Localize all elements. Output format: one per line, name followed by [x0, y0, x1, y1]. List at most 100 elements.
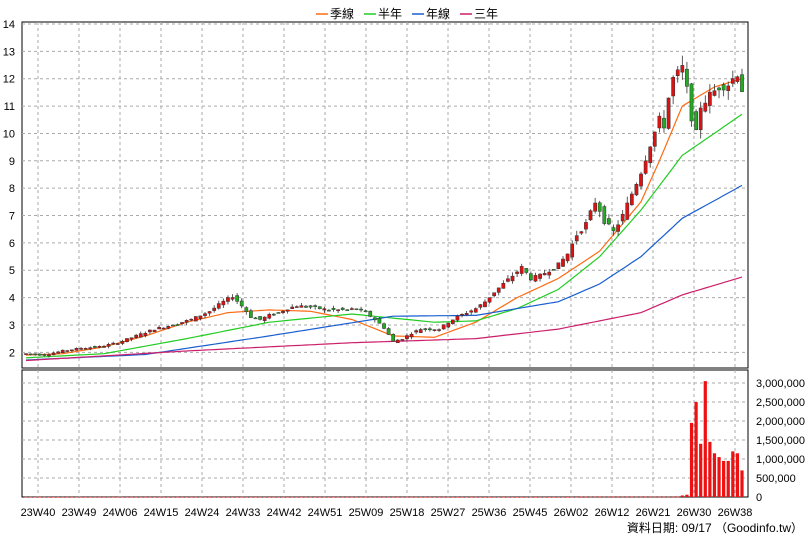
- volume-bar: [299, 496, 303, 498]
- volume-bar: [28, 496, 33, 498]
- volume-bar: [97, 496, 102, 498]
- volume-bar: [162, 496, 166, 498]
- candle-body: [281, 311, 285, 313]
- candle-body: [460, 314, 464, 316]
- candle-body: [662, 117, 666, 129]
- candle-body: [675, 69, 680, 76]
- x-tick-label: 25W36: [472, 507, 507, 519]
- volume-bar: [134, 496, 138, 498]
- candle-body: [400, 339, 405, 341]
- volume-bar: [24, 496, 28, 498]
- candle-body: [524, 268, 529, 273]
- volume-bar: [621, 496, 625, 498]
- candle-body: [28, 353, 33, 356]
- volume-bar: [42, 496, 46, 498]
- candle-body: [111, 342, 116, 345]
- volume-bar: [267, 496, 271, 498]
- volume-bar: [79, 496, 83, 498]
- volume-bar: [148, 496, 152, 498]
- candle-body: [148, 329, 152, 333]
- candle-body: [372, 317, 377, 321]
- candle-body: [249, 310, 253, 318]
- candle-body: [689, 83, 694, 122]
- candle-body: [308, 305, 313, 308]
- candle-body: [712, 90, 717, 96]
- candle-body: [102, 346, 106, 348]
- volume-bar: [65, 496, 69, 498]
- volume-bar: [368, 496, 372, 498]
- candle-body: [602, 206, 607, 224]
- volume-bar: [258, 496, 262, 498]
- volume-bar: [322, 496, 326, 498]
- volume-bar: [414, 496, 418, 498]
- candle-body: [290, 306, 295, 309]
- candle-body: [533, 275, 538, 282]
- volume-bar: [152, 496, 157, 498]
- volume-frame-border: [21, 369, 749, 498]
- candle-body: [198, 315, 203, 319]
- x-tick-label: 24W33: [226, 507, 261, 519]
- volume-bar: [662, 496, 666, 498]
- volume-bar: [506, 496, 510, 498]
- volume-bar: [171, 496, 175, 498]
- volume-bar: [93, 496, 97, 498]
- volume-bar: [703, 381, 707, 497]
- candle-body: [666, 97, 671, 129]
- candle-body: [506, 278, 510, 282]
- price-tick-label: 7: [9, 211, 15, 223]
- candle-body: [483, 301, 487, 308]
- volume-bar: [263, 496, 267, 498]
- volume-panel: [21, 369, 749, 498]
- candle-body: [694, 111, 698, 130]
- volume-bar: [556, 496, 561, 498]
- candle-body: [708, 91, 712, 106]
- price-axis: 2 3 4 5 6 7 8 9 10 11 12 13 14: [3, 19, 15, 359]
- volume-bar: [455, 496, 460, 498]
- x-tick-label: 25W18: [390, 507, 425, 519]
- candle-body: [83, 348, 88, 350]
- candle-body: [37, 353, 42, 356]
- candle-body: [409, 333, 414, 338]
- volume-bar: [38, 496, 42, 498]
- volume-bar: [253, 496, 258, 498]
- price-tick-label: 10: [3, 128, 15, 140]
- candle-body: [354, 308, 359, 311]
- legend-label: 年線: [426, 6, 450, 21]
- candle-body: [345, 309, 350, 311]
- x-tick-label: 23W49: [62, 507, 97, 519]
- candle-body: [106, 344, 111, 347]
- candle-body: [230, 297, 235, 300]
- volume-bar: [235, 496, 239, 498]
- candle-body: [487, 297, 492, 303]
- legend-label: 季線: [330, 6, 354, 21]
- candle-body: [203, 313, 207, 316]
- volume-bar: [423, 496, 427, 498]
- candle-body: [428, 328, 432, 331]
- candle-body: [446, 322, 451, 328]
- candle-body: [616, 224, 620, 232]
- volume-bar: [189, 496, 193, 498]
- candle-body: [432, 329, 437, 331]
- candle-body: [405, 335, 409, 340]
- volume-bar: [276, 496, 281, 498]
- legend-label: 半年: [378, 7, 402, 21]
- volume-bar: [61, 496, 65, 498]
- x-tick-label: 24W51: [308, 507, 343, 519]
- price-tick-label: 2: [9, 347, 15, 359]
- candle-body: [299, 305, 304, 308]
- volume-bar: [547, 496, 551, 498]
- volume-bar: [712, 453, 717, 497]
- candle-body: [125, 338, 129, 342]
- candle-body: [244, 307, 249, 312]
- volume-bar: [400, 496, 404, 498]
- volume-bar: [694, 402, 698, 497]
- volume-bar: [497, 496, 501, 498]
- candle-body: [317, 306, 322, 310]
- volume-bar: [350, 496, 354, 498]
- candle-body: [671, 77, 676, 97]
- volume-bar: [221, 496, 225, 498]
- volume-bar: [552, 496, 556, 498]
- candle-body: [24, 353, 28, 355]
- price-tick-label: 4: [9, 293, 15, 305]
- price-panel: [21, 21, 749, 369]
